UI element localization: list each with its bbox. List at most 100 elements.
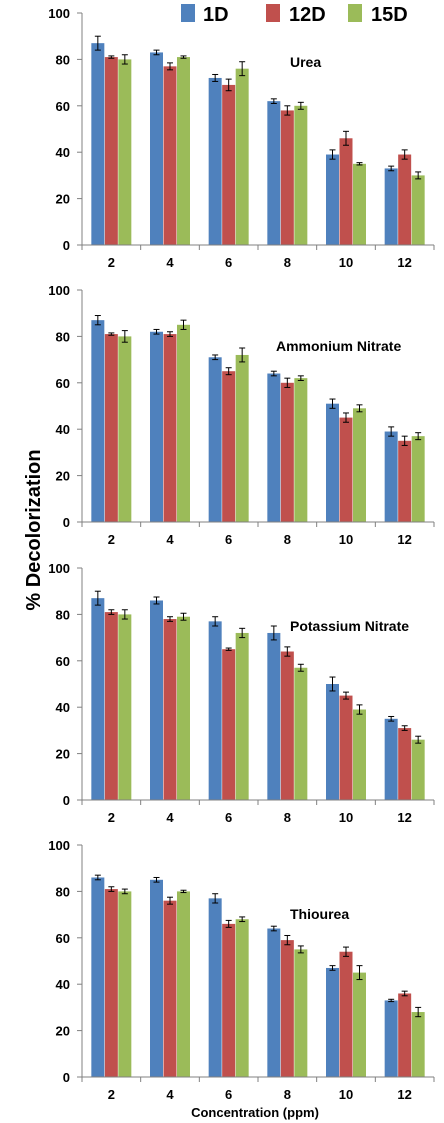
y-tick-label: 80: [56, 329, 70, 344]
y-tick-label: 40: [56, 977, 70, 992]
bar-15D-2: [118, 336, 132, 522]
error-bar-12D-4: [167, 896, 173, 905]
error-bar-15D-12: [415, 432, 422, 441]
panel-title: Potassium Nitrate: [290, 618, 409, 634]
error-bar-12D-12: [401, 435, 408, 446]
y-tick-label: 80: [56, 884, 70, 899]
bar-15D-4: [177, 324, 190, 522]
legend-swatch: [181, 4, 195, 22]
bar-1D-8: [267, 373, 281, 522]
x-tick-label: 10: [339, 255, 353, 270]
bar-1D-4: [150, 52, 163, 245]
legend-item-1D: 1D: [181, 4, 229, 26]
x-tick-label: 2: [108, 255, 115, 270]
error-bar-1D-10: [329, 398, 336, 409]
error-bar-12D-8: [284, 646, 291, 657]
error-bar-12D-10: [343, 691, 349, 700]
x-tick-label: 12: [397, 1087, 411, 1102]
x-tick-label: 8: [284, 255, 291, 270]
error-bar-1D-6: [212, 893, 219, 904]
error-bar-12D-12: [401, 149, 408, 160]
bar-15D-8: [294, 949, 308, 1077]
error-bar-1D-4: [153, 876, 160, 883]
error-bar-1D-2: [94, 315, 101, 326]
error-bar-12D-10: [343, 130, 349, 146]
bar-1D-4: [150, 879, 163, 1077]
error-bar-15D-12: [415, 735, 422, 744]
error-bar-1D-12: [388, 715, 395, 722]
bar-15D-8: [294, 667, 308, 800]
error-bar-12D-6: [225, 367, 232, 376]
error-bar-12D-8: [284, 934, 291, 946]
bar-15D-10: [353, 709, 366, 800]
x-tick-label: 4: [166, 1087, 174, 1102]
error-bar-12D-12: [401, 990, 408, 997]
error-bar-15D-6: [239, 347, 246, 363]
bar-15D-6: [235, 919, 249, 1077]
error-bar-1D-12: [388, 426, 395, 437]
legend-swatch: [266, 4, 280, 22]
error-bar-1D-6: [212, 616, 219, 627]
bar-1D-6: [208, 898, 222, 1077]
bar-12D-12: [398, 154, 412, 245]
error-bar-15D-12: [415, 171, 422, 180]
x-tick-label: 6: [225, 255, 232, 270]
x-tick-label: 6: [225, 1087, 232, 1102]
error-bar-15D-8: [297, 945, 304, 954]
error-bar-1D-4: [153, 328, 160, 335]
error-bar-15D-4: [180, 55, 187, 59]
error-bar-12D-6: [225, 919, 232, 928]
panel-title: Urea: [290, 54, 321, 70]
bar-12D-12: [398, 728, 412, 800]
error-bar-1D-12: [388, 165, 395, 172]
x-tick-label: 8: [284, 1087, 291, 1102]
bar-12D-6: [222, 923, 236, 1077]
panel-title: Ammonium Nitrate: [276, 338, 401, 354]
bar-12D-4: [163, 66, 177, 245]
bar-1D-12: [384, 431, 398, 522]
bar-12D-2: [104, 889, 118, 1077]
bar-12D-4: [163, 900, 177, 1077]
bar-12D-6: [222, 649, 236, 800]
x-tick-label: 4: [166, 810, 174, 825]
x-tick-label: 10: [339, 1087, 353, 1102]
bar-15D-2: [118, 59, 132, 246]
error-bar-1D-4: [153, 596, 160, 605]
error-bar-12D-6: [225, 78, 232, 92]
x-tick-label: 2: [108, 810, 115, 825]
bar-12D-8: [280, 651, 294, 800]
error-bar-12D-8: [284, 377, 291, 388]
y-tick-label: 0: [63, 793, 70, 808]
error-bar-12D-12: [401, 725, 408, 731]
x-tick-label: 8: [284, 532, 291, 547]
y-tick-label: 40: [56, 145, 70, 160]
error-bar-1D-8: [270, 925, 277, 932]
bar-15D-4: [177, 57, 190, 245]
bar-1D-10: [326, 684, 339, 800]
bar-15D-4: [177, 616, 190, 800]
bar-12D-6: [222, 84, 236, 245]
y-tick-label: 80: [56, 607, 70, 622]
error-bar-15D-4: [180, 612, 187, 621]
error-bar-1D-10: [329, 149, 336, 160]
error-bar-12D-2: [108, 609, 115, 615]
error-bar-1D-6: [212, 73, 219, 82]
error-bar-15D-10: [356, 404, 363, 413]
x-tick-label: 6: [225, 532, 232, 547]
error-bar-15D-8: [297, 663, 304, 672]
error-bar-1D-4: [153, 49, 160, 56]
bar-15D-6: [235, 68, 249, 246]
legend-label: 12D: [289, 4, 326, 26]
error-bar-1D-12: [388, 998, 395, 1003]
y-tick-label: 20: [56, 1024, 70, 1039]
y-tick-label: 40: [56, 422, 70, 437]
bar-1D-6: [208, 621, 222, 800]
error-bar-12D-10: [343, 412, 349, 423]
x-tick-label: 8: [284, 810, 291, 825]
error-bar-1D-8: [270, 625, 277, 641]
panel-title: Thiourea: [290, 906, 349, 922]
bar-1D-12: [384, 718, 398, 800]
error-bar-15D-4: [180, 319, 187, 330]
bar-1D-2: [91, 877, 105, 1077]
